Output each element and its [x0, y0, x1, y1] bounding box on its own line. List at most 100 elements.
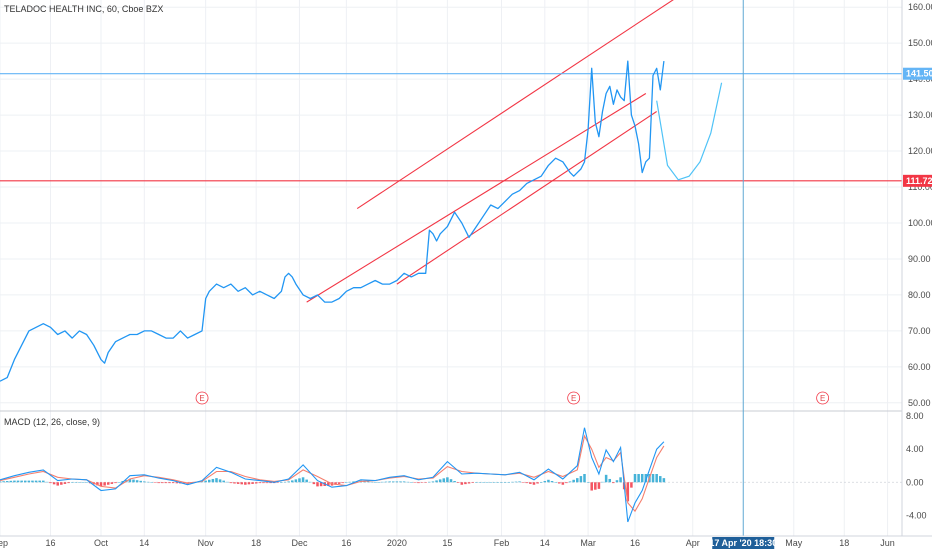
macd-histogram-bar — [99, 482, 103, 487]
macd-histogram-bar — [128, 478, 132, 483]
macd-histogram-bar — [78, 482, 81, 483]
macd-histogram-bar — [503, 482, 507, 483]
macd-histogram-bar — [514, 481, 518, 483]
macd-histogram-bar — [612, 482, 615, 484]
macd-histogram-bar — [153, 482, 157, 483]
macd-histogram-bar — [446, 477, 449, 483]
macd-histogram-bar — [9, 480, 13, 483]
macd-histogram-bar — [215, 478, 218, 483]
macd-histogram-bar — [280, 482, 283, 483]
macd-histogram-bar — [489, 482, 492, 483]
resistance-tag-label: 141.50 — [906, 69, 932, 79]
time-axis-label: 15 — [442, 538, 452, 548]
macd-histogram-bar — [337, 482, 341, 484]
macd-histogram-bar — [110, 482, 114, 484]
macd-histogram-bar — [5, 481, 9, 483]
price-axis-label: 60.00 — [908, 362, 931, 372]
price-axis-label: 70.00 — [908, 326, 931, 336]
time-axis-label: Feb — [494, 538, 510, 548]
macd-histogram-bar — [507, 482, 510, 483]
earnings-marker-label: E — [571, 394, 576, 403]
macd-title: MACD (12, 26, close, 9) — [4, 417, 100, 427]
macd-histogram-bar — [143, 481, 146, 483]
macd-histogram-bar — [633, 474, 637, 483]
macd-histogram-bar — [226, 481, 229, 483]
macd-axis-label: -4.00 — [906, 510, 927, 520]
macd-histogram-bar — [366, 481, 370, 483]
price-axis-label: 50.00 — [908, 398, 931, 408]
macd-histogram-bar — [453, 481, 456, 483]
date-tag-box — [712, 537, 775, 549]
macd-histogram-bar — [630, 482, 633, 488]
resistance-tag-box — [903, 67, 932, 80]
macd-histogram-bar — [579, 476, 583, 483]
macd-histogram-bar — [251, 482, 254, 484]
earnings-marker[interactable]: E — [195, 391, 209, 405]
macd-histogram-bar — [258, 482, 262, 484]
macd-histogram-bar — [52, 482, 56, 485]
macd-histogram-bar — [16, 480, 20, 483]
macd-histogram-bar — [395, 481, 399, 483]
macd-line — [0, 427, 665, 523]
macd-histogram-bar — [132, 479, 135, 483]
macd-histogram-bar — [319, 482, 323, 487]
macd-histogram-bar — [449, 479, 453, 483]
macd-histogram-bar — [341, 482, 345, 484]
macd-histogram-bar — [74, 482, 78, 483]
macd-axis[interactable]: -4.00 0.00 4.00 8.00 — [906, 411, 927, 520]
macd-histogram-bar — [171, 482, 175, 484]
macd-histogram-bar — [236, 482, 240, 484]
support-tag-box — [903, 174, 932, 187]
macd-histogram-bar — [106, 482, 110, 485]
macd-histogram-bar — [435, 480, 438, 483]
macd-histogram-bar — [655, 474, 658, 483]
macd-histogram-bar — [640, 474, 644, 483]
macd-histogram-bar — [23, 480, 27, 483]
date-tag: 17 Apr '20 18:30 — [709, 537, 777, 549]
price-line — [0, 60, 665, 382]
earnings-marker[interactable]: E — [567, 391, 581, 405]
macd-histogram-bar — [211, 478, 215, 483]
macd-histogram-bar — [60, 482, 63, 485]
macd-histogram-bar — [56, 482, 59, 486]
macd-histogram-bar — [204, 480, 207, 483]
macd-axis-label: 0.00 — [906, 477, 924, 487]
macd-histogram-bar — [601, 481, 604, 483]
macd-histogram-bar — [208, 479, 211, 483]
price-axis-label: 160.00 — [908, 2, 932, 12]
macd-histogram-bar — [438, 479, 442, 483]
time-axis-label: 2020 — [387, 538, 407, 548]
time-axis-label: 16 — [46, 538, 56, 548]
macd-histogram-bar — [619, 477, 622, 483]
macd-histogram-bar — [637, 474, 640, 483]
macd-histogram-bar — [586, 482, 590, 483]
macd-histogram-bar — [493, 482, 496, 483]
macd-histogram-bar — [240, 482, 243, 485]
macd-histogram-bar — [568, 481, 572, 483]
macd-histogram-bar — [521, 482, 525, 483]
macd-histogram-bar — [370, 481, 373, 483]
macd-histogram-bar — [244, 482, 247, 485]
macd-histogram-bar — [233, 482, 236, 484]
macd-histogram-bar — [309, 481, 312, 483]
price-axis-label: 130.00 — [908, 110, 932, 120]
macd-histogram-bar — [536, 482, 539, 484]
macd-histogram-bar — [175, 482, 179, 484]
macd-histogram-bar — [381, 481, 384, 483]
support-tag-label: 111.72 — [906, 176, 932, 186]
macd-histogram-bar — [442, 478, 446, 483]
macd-histogram-bar — [608, 478, 612, 483]
macd-histogram-bar — [651, 474, 655, 483]
earnings-marker[interactable]: E — [816, 391, 830, 405]
macd-histogram-bar — [63, 482, 67, 484]
macd-histogram-bar — [583, 474, 586, 483]
macd-histogram-bar — [572, 479, 575, 483]
macd-histogram-bar — [161, 482, 164, 484]
macd-histogram-bar — [659, 476, 662, 483]
macd-histogram-bar — [604, 474, 608, 483]
macd-histogram-bar — [316, 482, 319, 487]
macd-histogram-bar — [70, 482, 74, 483]
time-axis[interactable]: Sep 16 Oct 14 Nov 18 Dec 16 2020 15 Feb 14 Mar 16 Apr M… — [0, 538, 895, 548]
macd-histogram-bar — [312, 482, 316, 485]
